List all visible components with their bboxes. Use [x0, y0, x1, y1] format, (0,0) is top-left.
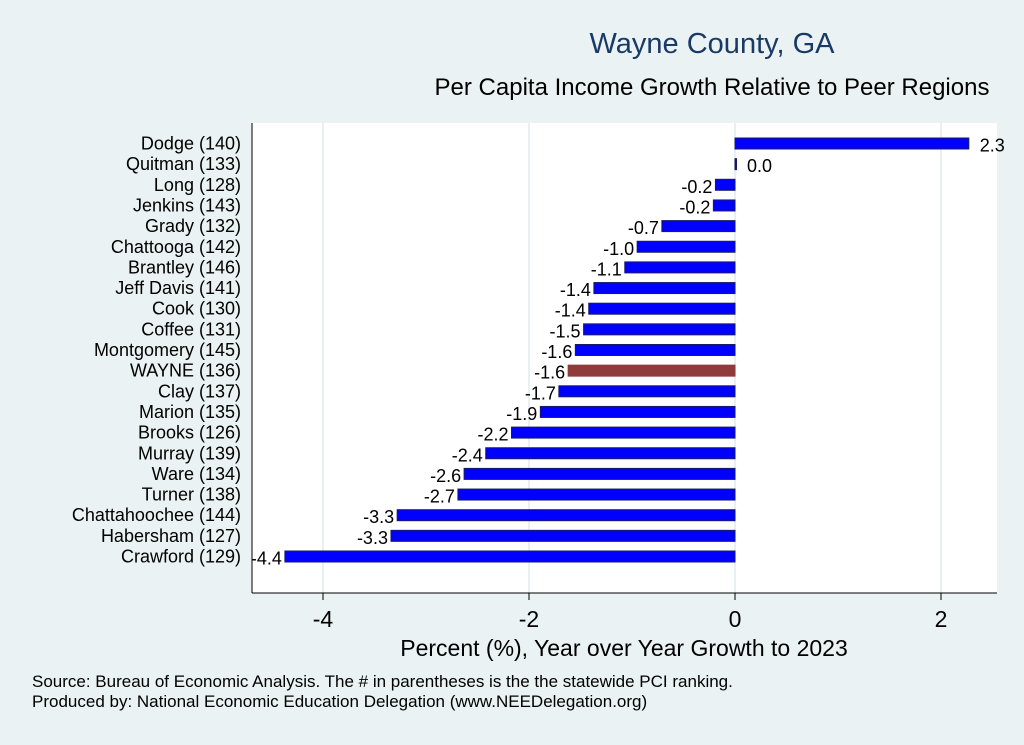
- bar: [510, 426, 736, 439]
- bar: [588, 302, 736, 315]
- bar: [636, 240, 736, 253]
- bar: [457, 488, 736, 501]
- bars: [284, 137, 970, 563]
- value-label: -0.7: [628, 218, 659, 238]
- x-axis-label: Percent (%), Year over Year Growth to 20…: [400, 635, 848, 661]
- x-tick-label: -4: [313, 606, 334, 632]
- value-label: 0.0: [747, 156, 772, 176]
- category-label: Ware (134): [152, 464, 241, 484]
- category-label: Cook (130): [152, 299, 241, 319]
- bar: [558, 385, 736, 398]
- value-label: 2.3: [980, 136, 1005, 156]
- bar: [284, 550, 736, 563]
- chart-title: Wayne County, GA: [589, 28, 835, 60]
- value-label: -2.6: [430, 466, 461, 486]
- value-label: -3.3: [363, 507, 394, 527]
- category-label: Brantley (146): [128, 257, 241, 277]
- value-label: -1.6: [541, 342, 572, 362]
- source-note: Source: Bureau of Economic Analysis. The…: [32, 672, 733, 691]
- category-label: Marion (135): [139, 402, 241, 422]
- category-label: Jeff Davis (141): [115, 278, 241, 298]
- category-labels: Dodge (140)Quitman (133)Long (128)Jenkin…: [72, 134, 241, 567]
- value-label: -1.5: [550, 321, 581, 341]
- category-label: Quitman (133): [126, 154, 241, 174]
- value-label: -1.6: [534, 363, 565, 383]
- value-label: -1.1: [591, 259, 622, 279]
- category-label: Crawford (129): [121, 547, 241, 567]
- category-label: Dodge (140): [141, 134, 241, 154]
- category-label: Chattooga (142): [111, 237, 241, 257]
- producer-note: Produced by: National Economic Education…: [32, 692, 648, 711]
- bar: [734, 137, 970, 150]
- category-label: WAYNE (136): [130, 361, 241, 381]
- bar: [574, 344, 736, 356]
- value-label: -2.4: [452, 445, 483, 465]
- category-label: Long (128): [154, 175, 241, 195]
- value-label: -1.4: [555, 301, 586, 321]
- bar: [734, 158, 737, 171]
- value-label: -1.4: [560, 280, 591, 300]
- bar: [712, 199, 736, 212]
- x-tick-label: -2: [519, 606, 539, 632]
- category-label: Murray (139): [138, 443, 241, 463]
- bar: [661, 220, 736, 233]
- bar-highlighted: [567, 364, 736, 377]
- category-label: Montgomery (145): [94, 340, 241, 360]
- bar: [583, 323, 736, 336]
- bar: [539, 405, 736, 418]
- value-label: -4.4: [251, 549, 282, 569]
- bar: [390, 529, 736, 542]
- x-tick-label: 0: [729, 606, 742, 632]
- category-label: Brooks (126): [138, 423, 241, 443]
- value-label: -1.7: [525, 383, 556, 403]
- value-label: -1.0: [603, 239, 634, 259]
- value-label: -2.2: [477, 425, 508, 445]
- bar: [593, 282, 736, 295]
- category-label: Turner (138): [142, 485, 241, 505]
- category-label: Jenkins (143): [133, 195, 241, 215]
- x-axis: -4 -2 0 2: [251, 123, 997, 632]
- value-label: -0.2: [679, 197, 710, 217]
- chart-subtitle: Per Capita Income Growth Relative to Pee…: [434, 74, 990, 101]
- value-labels: 2.30.0-0.2-0.2-0.7-1.0-1.1-1.4-1.4-1.5-1…: [251, 136, 1005, 569]
- category-label: Coffee (131): [141, 319, 241, 339]
- category-label: Habersham (127): [101, 526, 241, 546]
- bar: [463, 467, 736, 480]
- category-label: Clay (137): [158, 381, 241, 401]
- bar: [485, 447, 736, 460]
- category-label: Grady (132): [145, 216, 241, 236]
- x-tick-label: 2: [935, 606, 948, 632]
- value-label: -2.7: [424, 487, 455, 507]
- category-label: Chattahoochee (144): [72, 505, 241, 525]
- value-label: -3.3: [357, 528, 388, 548]
- value-label: -0.2: [681, 177, 712, 197]
- bar: [624, 261, 736, 274]
- bar: [396, 509, 736, 522]
- value-label: -1.9: [506, 404, 537, 424]
- bar: [714, 178, 736, 191]
